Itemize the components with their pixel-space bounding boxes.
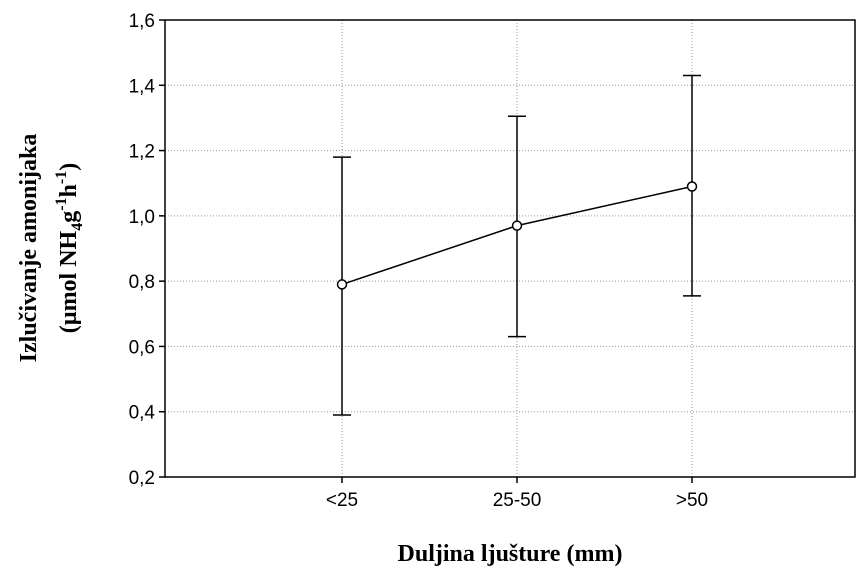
- y-tick-label: 0,4: [129, 403, 156, 424]
- y-axis-title-sup-1b: -1: [53, 171, 70, 184]
- y-tick-label: 1,2: [129, 142, 155, 163]
- series: [333, 74, 701, 416]
- y-tick-label: 0,2: [129, 468, 155, 489]
- y-tick-label: 1,4: [129, 76, 156, 97]
- x-axis: <25 25-50 >50: [326, 477, 708, 511]
- data-point: [336, 279, 348, 290]
- y-axis-title-h: h: [56, 184, 82, 197]
- grid: [165, 20, 855, 477]
- y-tick-label: 1,6: [129, 11, 155, 32]
- y-axis-title: Izlučivanje amonijaka (µmol NH4g-1h-1): [16, 134, 86, 363]
- x-tick-label: 25-50: [493, 490, 542, 511]
- y-tick-label: 0,8: [129, 272, 155, 293]
- y-axis-title-unit-start: (µmol NH: [56, 230, 82, 333]
- y-tick-label: 0,6: [129, 337, 155, 358]
- data-point: [686, 181, 698, 192]
- y-axis-title-line1: Izlučivanje amonijaka: [16, 134, 42, 363]
- y-tick-label: 1,0: [129, 207, 155, 228]
- x-axis-title: Duljina ljušture (mm): [398, 541, 623, 567]
- y-axis-title-sup-1a: -1: [53, 197, 70, 210]
- y-axis-title-sub-4: 4: [69, 223, 86, 231]
- y-axis: 0,2 0,4 0,6 0,8 1,0 1,2 1,4 1,6: [129, 11, 165, 489]
- y-axis-title-line2: (µmol NH4g-1h-1): [53, 163, 86, 334]
- data-point: [511, 220, 523, 231]
- x-tick-label: <25: [326, 490, 358, 511]
- y-axis-title-g: g: [56, 211, 82, 223]
- plot-area: [164, 19, 856, 478]
- x-tick-label: >50: [676, 490, 708, 511]
- y-axis-title-close: ): [56, 163, 82, 171]
